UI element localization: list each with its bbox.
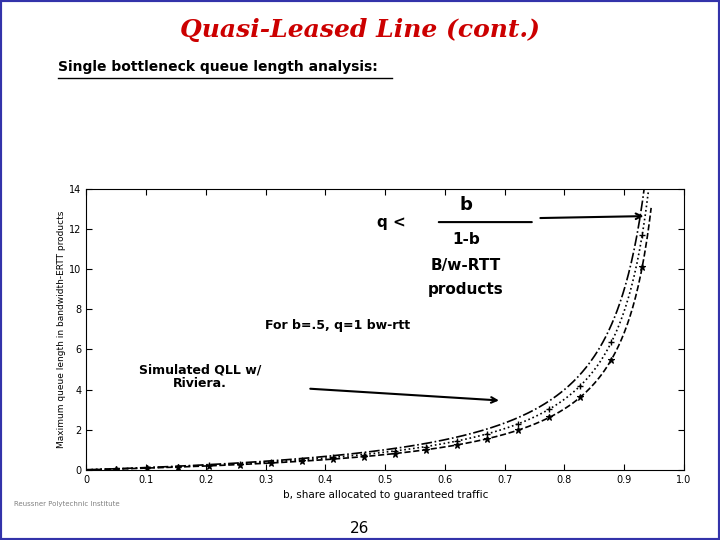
Text: q <: q < [377, 214, 411, 230]
Text: Simulated QLL w/: Simulated QLL w/ [139, 363, 261, 376]
Text: Quasi-Leased Line (cont.): Quasi-Leased Line (cont.) [180, 18, 540, 42]
Text: B/w-RTT: B/w-RTT [431, 258, 501, 273]
Text: products: products [428, 282, 504, 297]
Text: 1-b: 1-b [452, 232, 480, 247]
Text: For b=.5, q=1 bw-rtt: For b=.5, q=1 bw-rtt [265, 319, 410, 332]
Y-axis label: Maximum queue length in bandwidth-ERTT products: Maximum queue length in bandwidth-ERTT p… [58, 211, 66, 448]
Text: Single bottleneck queue length analysis:: Single bottleneck queue length analysis: [58, 60, 377, 75]
Text: b: b [459, 196, 472, 214]
Text: Reussner Polytechnic Institute: Reussner Polytechnic Institute [14, 501, 120, 507]
Text: 26: 26 [351, 521, 369, 536]
Text: Riviera.: Riviera. [173, 377, 227, 390]
X-axis label: b, share allocated to guaranteed traffic: b, share allocated to guaranteed traffic [282, 490, 488, 500]
